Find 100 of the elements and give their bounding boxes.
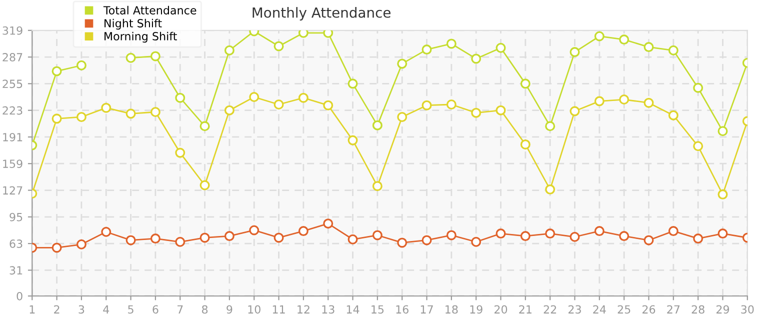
y-tick-label: 31 [10, 266, 22, 275]
point [422, 100, 432, 110]
x-tick-label: 6 [152, 305, 158, 314]
point [372, 181, 382, 192]
point [298, 30, 308, 38]
y-tick-label: 319 [2, 26, 22, 35]
point [224, 45, 234, 56]
point [644, 235, 654, 246]
x-tick-label: 5 [128, 305, 134, 314]
point [644, 42, 654, 52]
point [520, 139, 530, 150]
point [718, 189, 728, 200]
point [348, 78, 358, 89]
point [372, 120, 382, 130]
x-tick-label: 2 [54, 305, 60, 314]
point [594, 96, 604, 106]
x-tick-label: 27 [667, 305, 680, 314]
x-tick-label: 7 [177, 305, 183, 314]
legend-label: Night Shift [104, 18, 162, 30]
y-tick-label: 63 [10, 240, 22, 248]
x-tick-label: 9 [226, 305, 232, 314]
point [545, 121, 556, 132]
point [323, 218, 334, 229]
point [545, 228, 556, 239]
x-tick-label: 11 [272, 305, 285, 314]
point [274, 100, 284, 110]
x-tick-label: 29 [716, 305, 730, 314]
point [397, 112, 408, 122]
point [520, 231, 530, 242]
point [619, 34, 630, 45]
point [126, 235, 136, 246]
x-tick-label: 23 [568, 305, 581, 314]
x-tick-label: 19 [470, 305, 482, 314]
point [372, 230, 382, 240]
point [471, 108, 482, 118]
x-tick-label: 10 [248, 305, 260, 314]
point [298, 92, 308, 103]
point [570, 232, 580, 242]
point [397, 58, 408, 69]
x-tick-label: 12 [298, 305, 310, 314]
point [126, 108, 136, 119]
x-tick-label: 1 [30, 305, 35, 314]
x-tick-label: 3 [78, 305, 84, 314]
point [101, 102, 112, 113]
x-tick-label: 14 [346, 305, 360, 314]
point [718, 126, 728, 136]
x-tick-label: 25 [618, 305, 630, 314]
point [446, 230, 456, 240]
y-tick-label: 191 [3, 132, 22, 142]
point [471, 236, 482, 247]
point [200, 121, 210, 132]
point [348, 234, 358, 244]
legend-label: Morning Shift [104, 32, 177, 43]
x-tick-label: 17 [420, 305, 433, 314]
point [594, 226, 604, 236]
point [496, 105, 506, 116]
point [619, 94, 630, 105]
point [175, 92, 186, 103]
point [76, 112, 86, 122]
point [446, 100, 456, 110]
point [101, 226, 112, 237]
point [126, 52, 136, 63]
point [274, 41, 284, 52]
point [397, 238, 408, 248]
point [619, 231, 630, 242]
x-tick-label: 16 [396, 305, 408, 314]
x-tick-label: 8 [202, 305, 208, 314]
point [274, 232, 284, 243]
point [150, 106, 160, 117]
y-tick-label: 95 [10, 212, 22, 222]
point [249, 92, 260, 102]
x-tick-label: 24 [593, 305, 606, 314]
point [496, 228, 506, 239]
point [200, 180, 210, 190]
x-tick-label: 22 [544, 305, 556, 314]
y-tick-label: 287 [2, 53, 22, 62]
point [298, 226, 308, 236]
point [76, 60, 86, 70]
point [446, 38, 456, 49]
y-tick-label: 223 [2, 106, 22, 115]
point [520, 78, 530, 89]
point [175, 236, 186, 247]
point [150, 51, 160, 62]
point [693, 141, 704, 152]
point [668, 226, 678, 236]
point [668, 110, 678, 120]
point [224, 105, 234, 116]
x-tick-label: 21 [519, 305, 532, 314]
x-tick-label: 30 [741, 305, 754, 314]
point [323, 30, 334, 38]
y-tick-label: 255 [2, 80, 22, 88]
point [471, 54, 482, 64]
point [249, 225, 260, 236]
point [693, 234, 704, 244]
point [594, 31, 604, 42]
point [570, 106, 580, 116]
point [348, 135, 358, 146]
legend-label: Total Attendance [103, 6, 196, 14]
point [323, 100, 334, 110]
point [52, 66, 62, 76]
